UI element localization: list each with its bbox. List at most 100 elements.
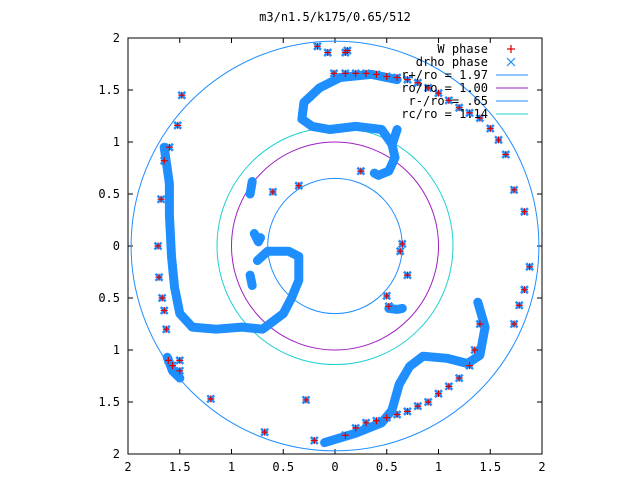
legend-label: ro/ro = 1.00: [401, 81, 488, 95]
w-phase-marker: [155, 273, 163, 281]
x-tick-label: 1.5: [479, 460, 501, 474]
y-tick-label: 0: [113, 239, 120, 253]
w-phase-marker: [445, 382, 453, 390]
w-phase-marker: [515, 301, 523, 309]
w-phase-marker: [510, 186, 518, 194]
w-phase-marker: [302, 396, 310, 404]
y-tick-label: 1: [113, 343, 120, 357]
w-phase-marker: [414, 79, 422, 87]
w-phase-marker: [471, 346, 479, 354]
w-phase-marker: [403, 76, 411, 84]
w-phase-marker: [398, 240, 406, 248]
w-phase-marker: [455, 374, 463, 382]
w-phase-marker: [520, 286, 528, 294]
x-tick-label: 0.5: [272, 460, 294, 474]
w-phase-marker: [176, 356, 184, 364]
w-phase-marker: [466, 362, 474, 370]
w-phase-marker: [176, 367, 184, 375]
w-phase-marker: [261, 428, 269, 436]
w-phase-marker: [352, 69, 360, 77]
w-phase-marker: [330, 69, 338, 77]
y-tick-label: 0.5: [98, 187, 120, 201]
w-phase-marker: [352, 424, 360, 432]
w-phase-marker: [357, 167, 365, 175]
w-phase-marker: [362, 69, 370, 77]
w-phase-marker: [372, 70, 380, 78]
x-tick-label: 1: [228, 460, 235, 474]
w-phase-marker: [414, 402, 422, 410]
y-tick-label: 1.5: [98, 83, 120, 97]
drho-phase-curves: [159, 69, 490, 448]
w-phase-marker: [343, 46, 351, 54]
y-tick-label: 0.5: [98, 291, 120, 305]
w-phase-marker: [502, 150, 510, 158]
w-phase-marker: [165, 143, 173, 151]
w-phase-marker: [393, 410, 401, 418]
w-phase-marker: [383, 292, 391, 300]
x-tick-label: 2: [124, 460, 131, 474]
w-phase-marker: [362, 419, 370, 427]
legend-label: r+/ro = 1.97: [401, 68, 488, 82]
w-phase-marker: [455, 104, 463, 112]
legend-symbol: [507, 45, 515, 53]
drho-phase-curve: [245, 270, 257, 290]
w-phase-marker: [424, 398, 432, 406]
w-phase-marker: [160, 306, 168, 314]
axis-ticks: 2 1.5 1 0.5 0 0.5 1 1.5 221.510.500.511.52: [98, 31, 545, 474]
x-tick-label: 0.5: [376, 460, 398, 474]
x-tick-label: 0: [331, 460, 338, 474]
w-phase-marker: [158, 294, 166, 302]
w-phase-marker: [476, 114, 484, 122]
chart-title: m3/n1.5/k175/0.65/512: [259, 10, 411, 24]
w-phase-marker: [435, 89, 442, 97]
w-phase-marker: [403, 407, 411, 415]
w-phase-marker: [154, 242, 162, 250]
w-phase-marker: [403, 271, 411, 279]
w-phase-marker: [169, 362, 177, 370]
w-phase-marker: [157, 195, 165, 203]
w-phase-marker: [383, 72, 391, 80]
w-phase-marker: [162, 325, 170, 333]
legend-label: drho phase: [416, 55, 488, 69]
reference-circle: [130, 40, 540, 452]
w-phase-marker: [207, 395, 215, 403]
w-phase-marker: [476, 320, 484, 328]
legend-symbol: [506, 57, 516, 67]
phase-markers: [153, 41, 534, 445]
w-phase-marker: [164, 356, 172, 364]
y-tick-label: 2: [113, 447, 120, 461]
w-phase-marker: [372, 417, 380, 425]
y-tick-label: 1: [113, 135, 120, 149]
legend-label: rc/ro = 1.14: [401, 107, 488, 121]
x-tick-label: 1.5: [169, 460, 191, 474]
w-phase-marker: [466, 109, 474, 117]
drho-phase-curve: [388, 125, 402, 147]
w-phase-marker: [424, 84, 432, 92]
w-phase-marker: [313, 42, 321, 50]
drho-phase-curve: [249, 229, 265, 247]
w-phase-marker: [383, 414, 391, 422]
w-phase-marker: [269, 188, 277, 196]
w-phase-marker: [310, 436, 318, 444]
y-tick-label: 2: [113, 31, 120, 45]
w-phase-marker: [486, 124, 494, 132]
w-phase-marker: [341, 69, 349, 77]
reference-circle: [231, 141, 439, 351]
w-phase-marker: [385, 302, 393, 310]
drho-phase-curve: [159, 142, 304, 334]
w-phase-marker: [393, 74, 401, 82]
w-phase-marker: [526, 263, 534, 271]
y-tick-label: 1.5: [98, 395, 120, 409]
w-phase-marker: [396, 247, 404, 255]
w-phase-marker: [160, 157, 168, 165]
w-phase-marker: [324, 49, 332, 57]
drho-phase-curve: [320, 297, 490, 448]
w-phase-marker: [178, 91, 186, 99]
w-phase-marker: [445, 96, 453, 104]
reference-circle: [267, 177, 403, 315]
reference-circles: [130, 40, 540, 452]
drho-phase-curve: [245, 177, 257, 199]
w-phase-marker: [510, 320, 518, 328]
